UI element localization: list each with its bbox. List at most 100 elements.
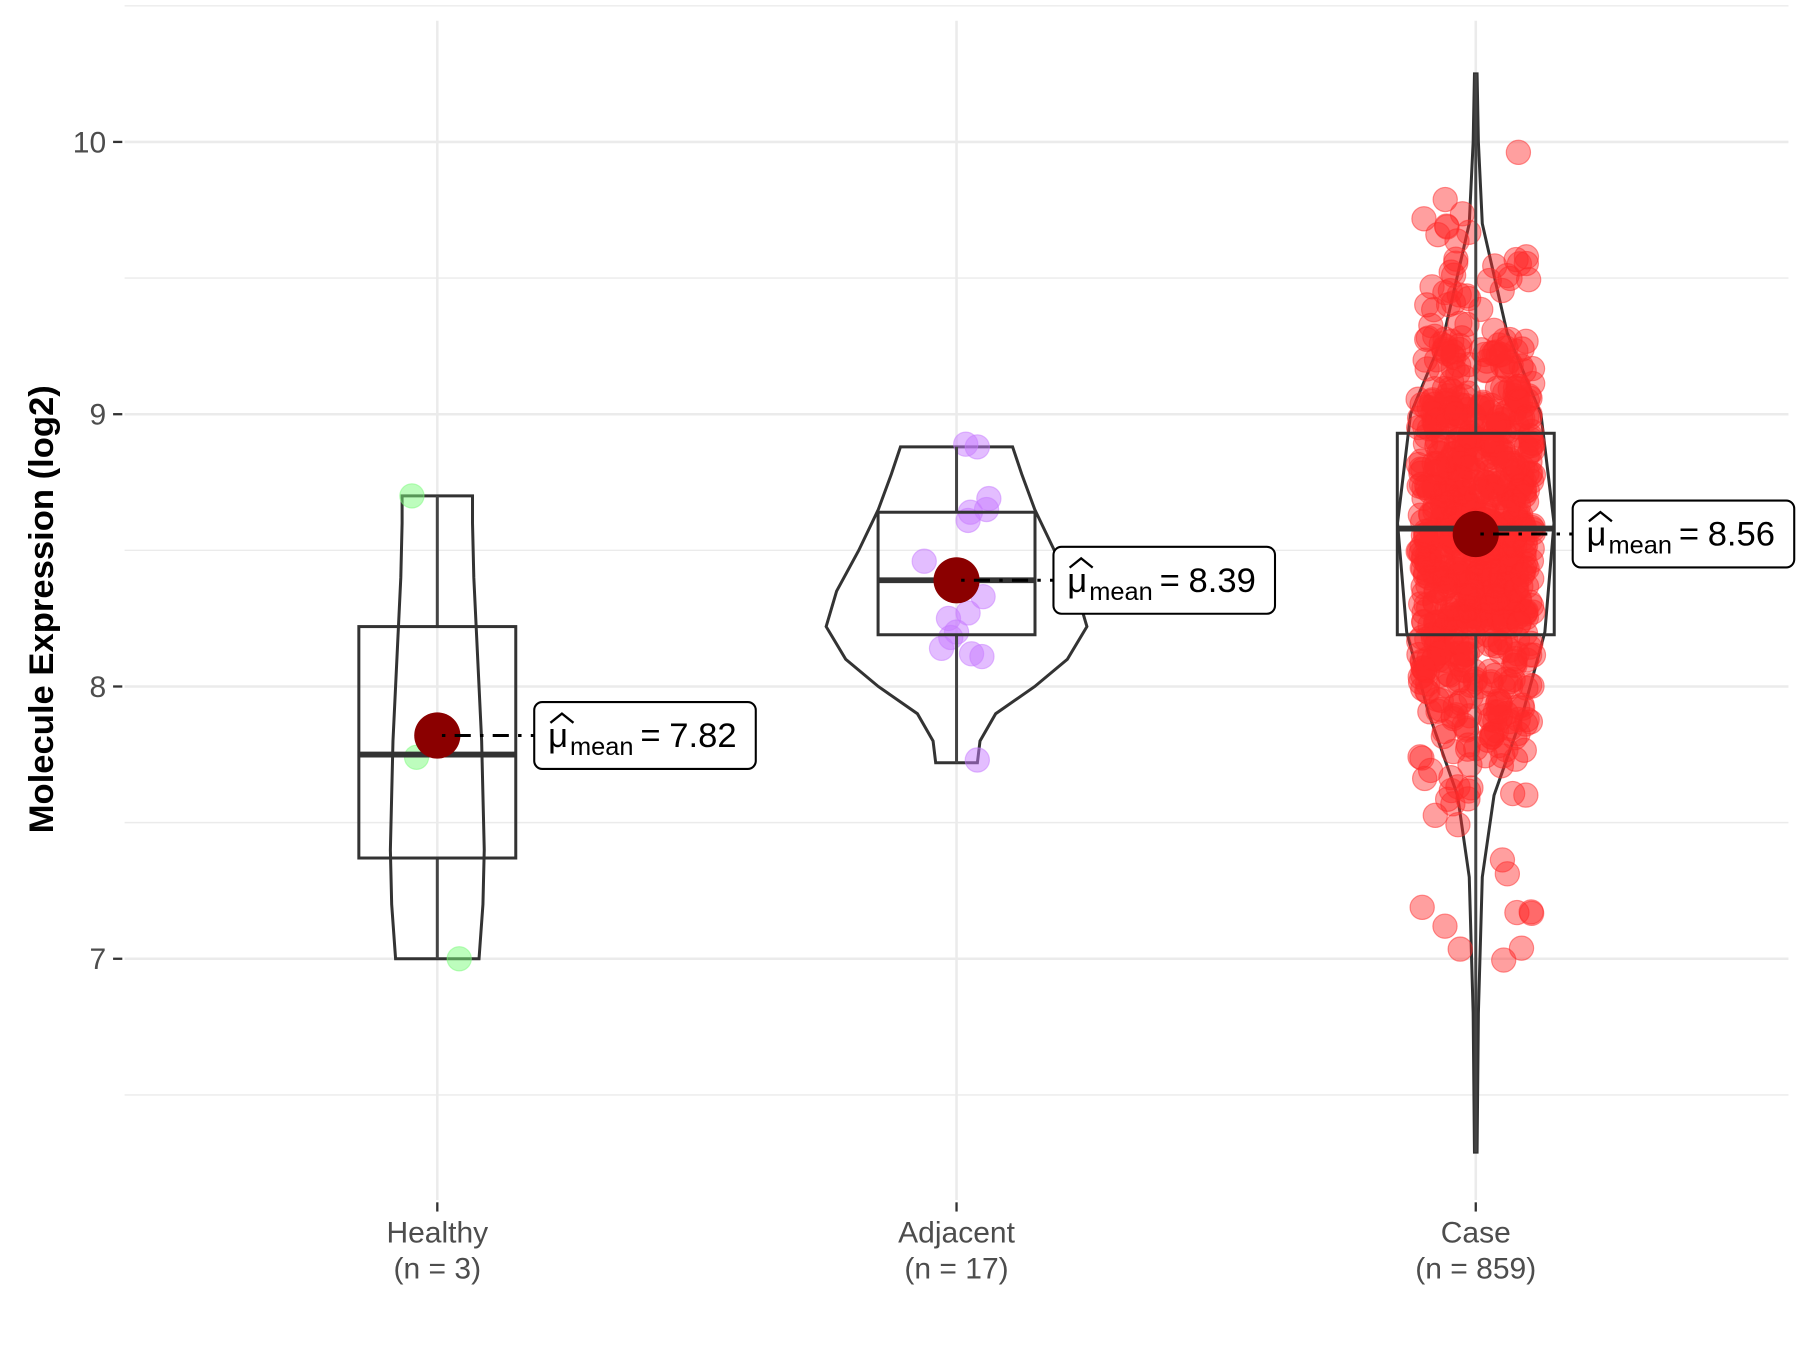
data-point xyxy=(1417,757,1444,784)
data-point xyxy=(1506,610,1532,636)
data-point xyxy=(1437,376,1463,402)
mean-label-box xyxy=(533,700,757,770)
hat-icon xyxy=(549,712,575,724)
data-point xyxy=(1487,639,1514,665)
data-point xyxy=(1508,935,1535,961)
mean-symbol: μ xyxy=(548,717,568,755)
mean-label-box xyxy=(1571,499,1796,569)
data-point xyxy=(1445,360,1471,387)
x-tick-sublabel: (n = 859) xyxy=(1415,1252,1536,1285)
data-point xyxy=(1502,725,1528,751)
data-point xyxy=(1454,736,1481,762)
data-point xyxy=(1418,312,1444,339)
y-tick-label: 7 xyxy=(89,943,106,976)
data-point xyxy=(911,548,937,574)
box-healthy xyxy=(357,625,518,860)
data-point xyxy=(1507,389,1534,415)
data-point xyxy=(1462,469,1488,495)
mean-markers: μ mean = 7.82μ mean = 8.39μ mean = 8.56 xyxy=(414,499,1796,770)
mean-subscript: mean xyxy=(1608,532,1671,560)
y-tick-label: 8 xyxy=(89,671,106,704)
data-point xyxy=(1446,282,1472,308)
y-tick-label: 9 xyxy=(89,399,106,432)
x-tick-label: Case xyxy=(1441,1217,1511,1250)
data-point xyxy=(1497,265,1523,292)
hat-icon xyxy=(1588,510,1613,523)
data-point xyxy=(1513,782,1539,808)
data-point xyxy=(1442,693,1468,719)
data-point xyxy=(1434,214,1460,240)
y-tick-label: 10 xyxy=(73,126,106,159)
data-point xyxy=(1517,709,1544,735)
mean-label: μ mean = 7.82 xyxy=(533,700,757,770)
data-point xyxy=(1491,947,1517,973)
data-point xyxy=(1409,745,1435,771)
data-point xyxy=(1514,404,1540,430)
violin-adjacent xyxy=(824,445,1089,765)
x-tick-sublabel: (n = 3) xyxy=(394,1252,482,1285)
data-point xyxy=(1454,283,1480,309)
x-axis: Healthy(n = 3) Adjacent(n = 17) Case(n = 8… xyxy=(386,1202,1536,1285)
data-point xyxy=(1408,448,1435,474)
data-point xyxy=(1479,428,1506,455)
data-point xyxy=(1469,391,1495,417)
data-point xyxy=(1518,899,1544,925)
data-point xyxy=(1447,936,1473,962)
data-point xyxy=(1447,560,1473,587)
data-point xyxy=(1420,296,1447,323)
mean-point xyxy=(414,712,461,759)
data-point xyxy=(1489,277,1515,304)
data-point xyxy=(1414,472,1440,499)
mean-equals: = xyxy=(1679,516,1699,554)
data-point xyxy=(1417,699,1443,725)
data-point xyxy=(1429,494,1456,520)
data-point xyxy=(1505,139,1532,166)
data-point xyxy=(1481,412,1507,438)
data-point xyxy=(938,624,964,651)
data-point xyxy=(1416,564,1442,591)
data-point xyxy=(1477,658,1503,685)
data-point xyxy=(1421,646,1447,672)
data-point xyxy=(1503,577,1529,603)
data-point xyxy=(1454,311,1480,338)
data-point xyxy=(1437,662,1463,688)
data-point xyxy=(1407,744,1433,770)
data-point xyxy=(446,946,472,972)
data-point xyxy=(1506,251,1533,277)
data-point xyxy=(969,643,995,670)
data-point xyxy=(1513,675,1539,701)
data-point xyxy=(1445,811,1471,838)
data-point xyxy=(1415,475,1441,501)
data-point xyxy=(1513,328,1539,354)
data-point xyxy=(1512,711,1539,737)
y-axis: 7 8 9 10 xyxy=(73,126,123,976)
data-point xyxy=(1482,572,1508,599)
data-point xyxy=(1518,592,1545,619)
data-point xyxy=(1414,528,1440,555)
data-point xyxy=(1466,563,1492,589)
data-point xyxy=(1419,274,1445,300)
data-point xyxy=(1502,645,1528,672)
data-point xyxy=(1440,339,1467,365)
data-point xyxy=(1444,228,1470,254)
data-point xyxy=(1504,899,1530,926)
mean-label: μ mean = 8.56 xyxy=(1571,499,1796,569)
mean-equals: = xyxy=(640,717,660,755)
data-point xyxy=(1488,341,1515,368)
data-point xyxy=(1432,913,1458,939)
data-point xyxy=(1406,641,1432,668)
data-point xyxy=(1440,791,1466,817)
jitter-points xyxy=(399,139,1547,973)
data-point xyxy=(1447,310,1473,336)
mean-subscript: mean xyxy=(570,733,633,761)
data-point xyxy=(1489,443,1515,470)
boxplots xyxy=(357,73,1556,1153)
data-point xyxy=(1511,737,1537,763)
data-point xyxy=(1503,246,1529,273)
x-tick-label: Healthy xyxy=(386,1217,488,1250)
data-point xyxy=(1452,604,1478,630)
data-point xyxy=(1426,640,1452,667)
data-point xyxy=(1414,356,1440,382)
data-point xyxy=(1456,424,1483,450)
